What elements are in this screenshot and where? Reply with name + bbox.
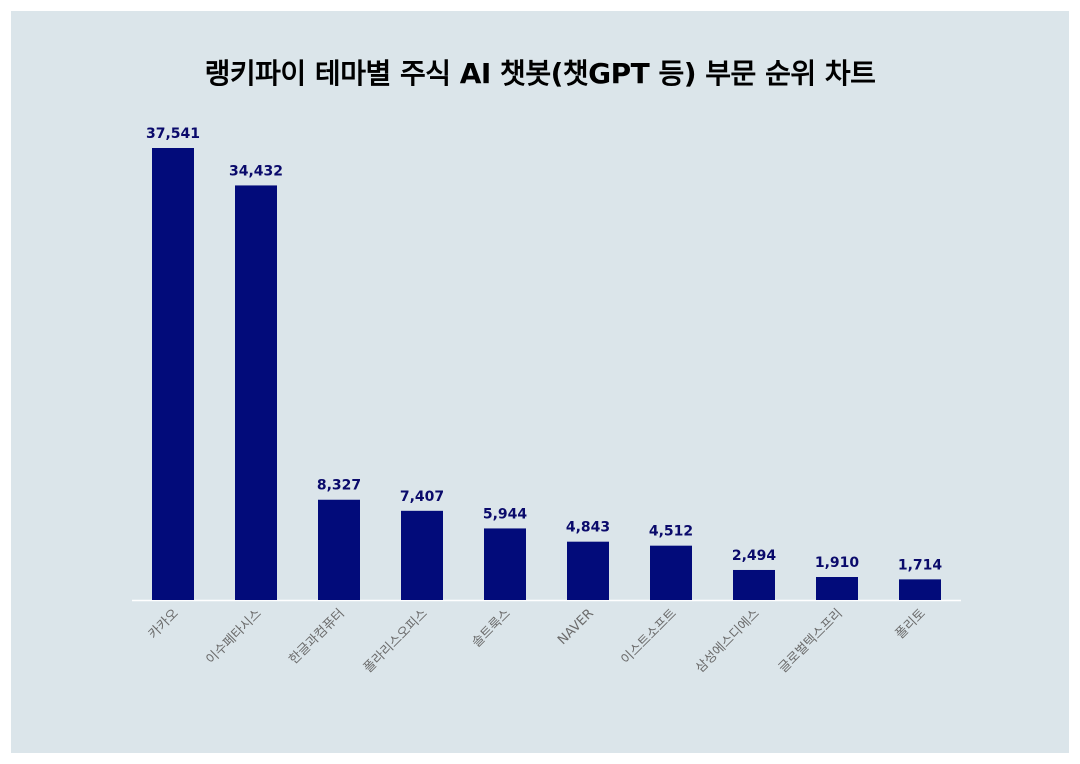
x-tick-label: 솔트룩스 (469, 606, 513, 650)
data-label: 7,407 (400, 489, 444, 505)
data-label: 4,512 (649, 524, 693, 540)
data-label: 5,944 (483, 506, 528, 522)
data-label: 34,432 (229, 163, 283, 179)
x-tick-label: 폴리토 (893, 606, 929, 642)
bar (401, 510, 443, 600)
x-tick-label: 이스트소프트 (618, 606, 679, 667)
bar (567, 541, 609, 600)
data-label: 1,714 (898, 557, 943, 573)
x-tick-label: 삼성에스디에스 (693, 606, 763, 676)
data-label: 2,494 (732, 548, 777, 564)
data-label: 1,910 (815, 555, 860, 571)
x-tick-label: 폴라리스오피스 (361, 606, 431, 676)
x-tick-label: NAVER (555, 606, 597, 648)
chart-title: 랭키파이 테마별 주식 AI 챗봇(챗GPT 등) 부문 순위 차트 (204, 57, 876, 90)
bar (235, 185, 277, 600)
x-tick-label: 글로벌텍스프리 (776, 606, 846, 676)
data-label: 8,327 (317, 478, 361, 494)
x-tick-label: 한글과컴퓨터 (286, 606, 347, 667)
x-tick-label: 카카오 (146, 606, 182, 642)
x-tick-label: 이수페타시스 (203, 606, 264, 667)
data-label: 37,541 (146, 126, 200, 142)
bar (152, 148, 194, 600)
bar (899, 579, 941, 600)
bar (484, 528, 526, 600)
bar (650, 545, 692, 600)
data-label: 4,843 (566, 520, 610, 536)
bar (318, 499, 360, 600)
bar (816, 577, 858, 600)
bar (733, 569, 775, 600)
